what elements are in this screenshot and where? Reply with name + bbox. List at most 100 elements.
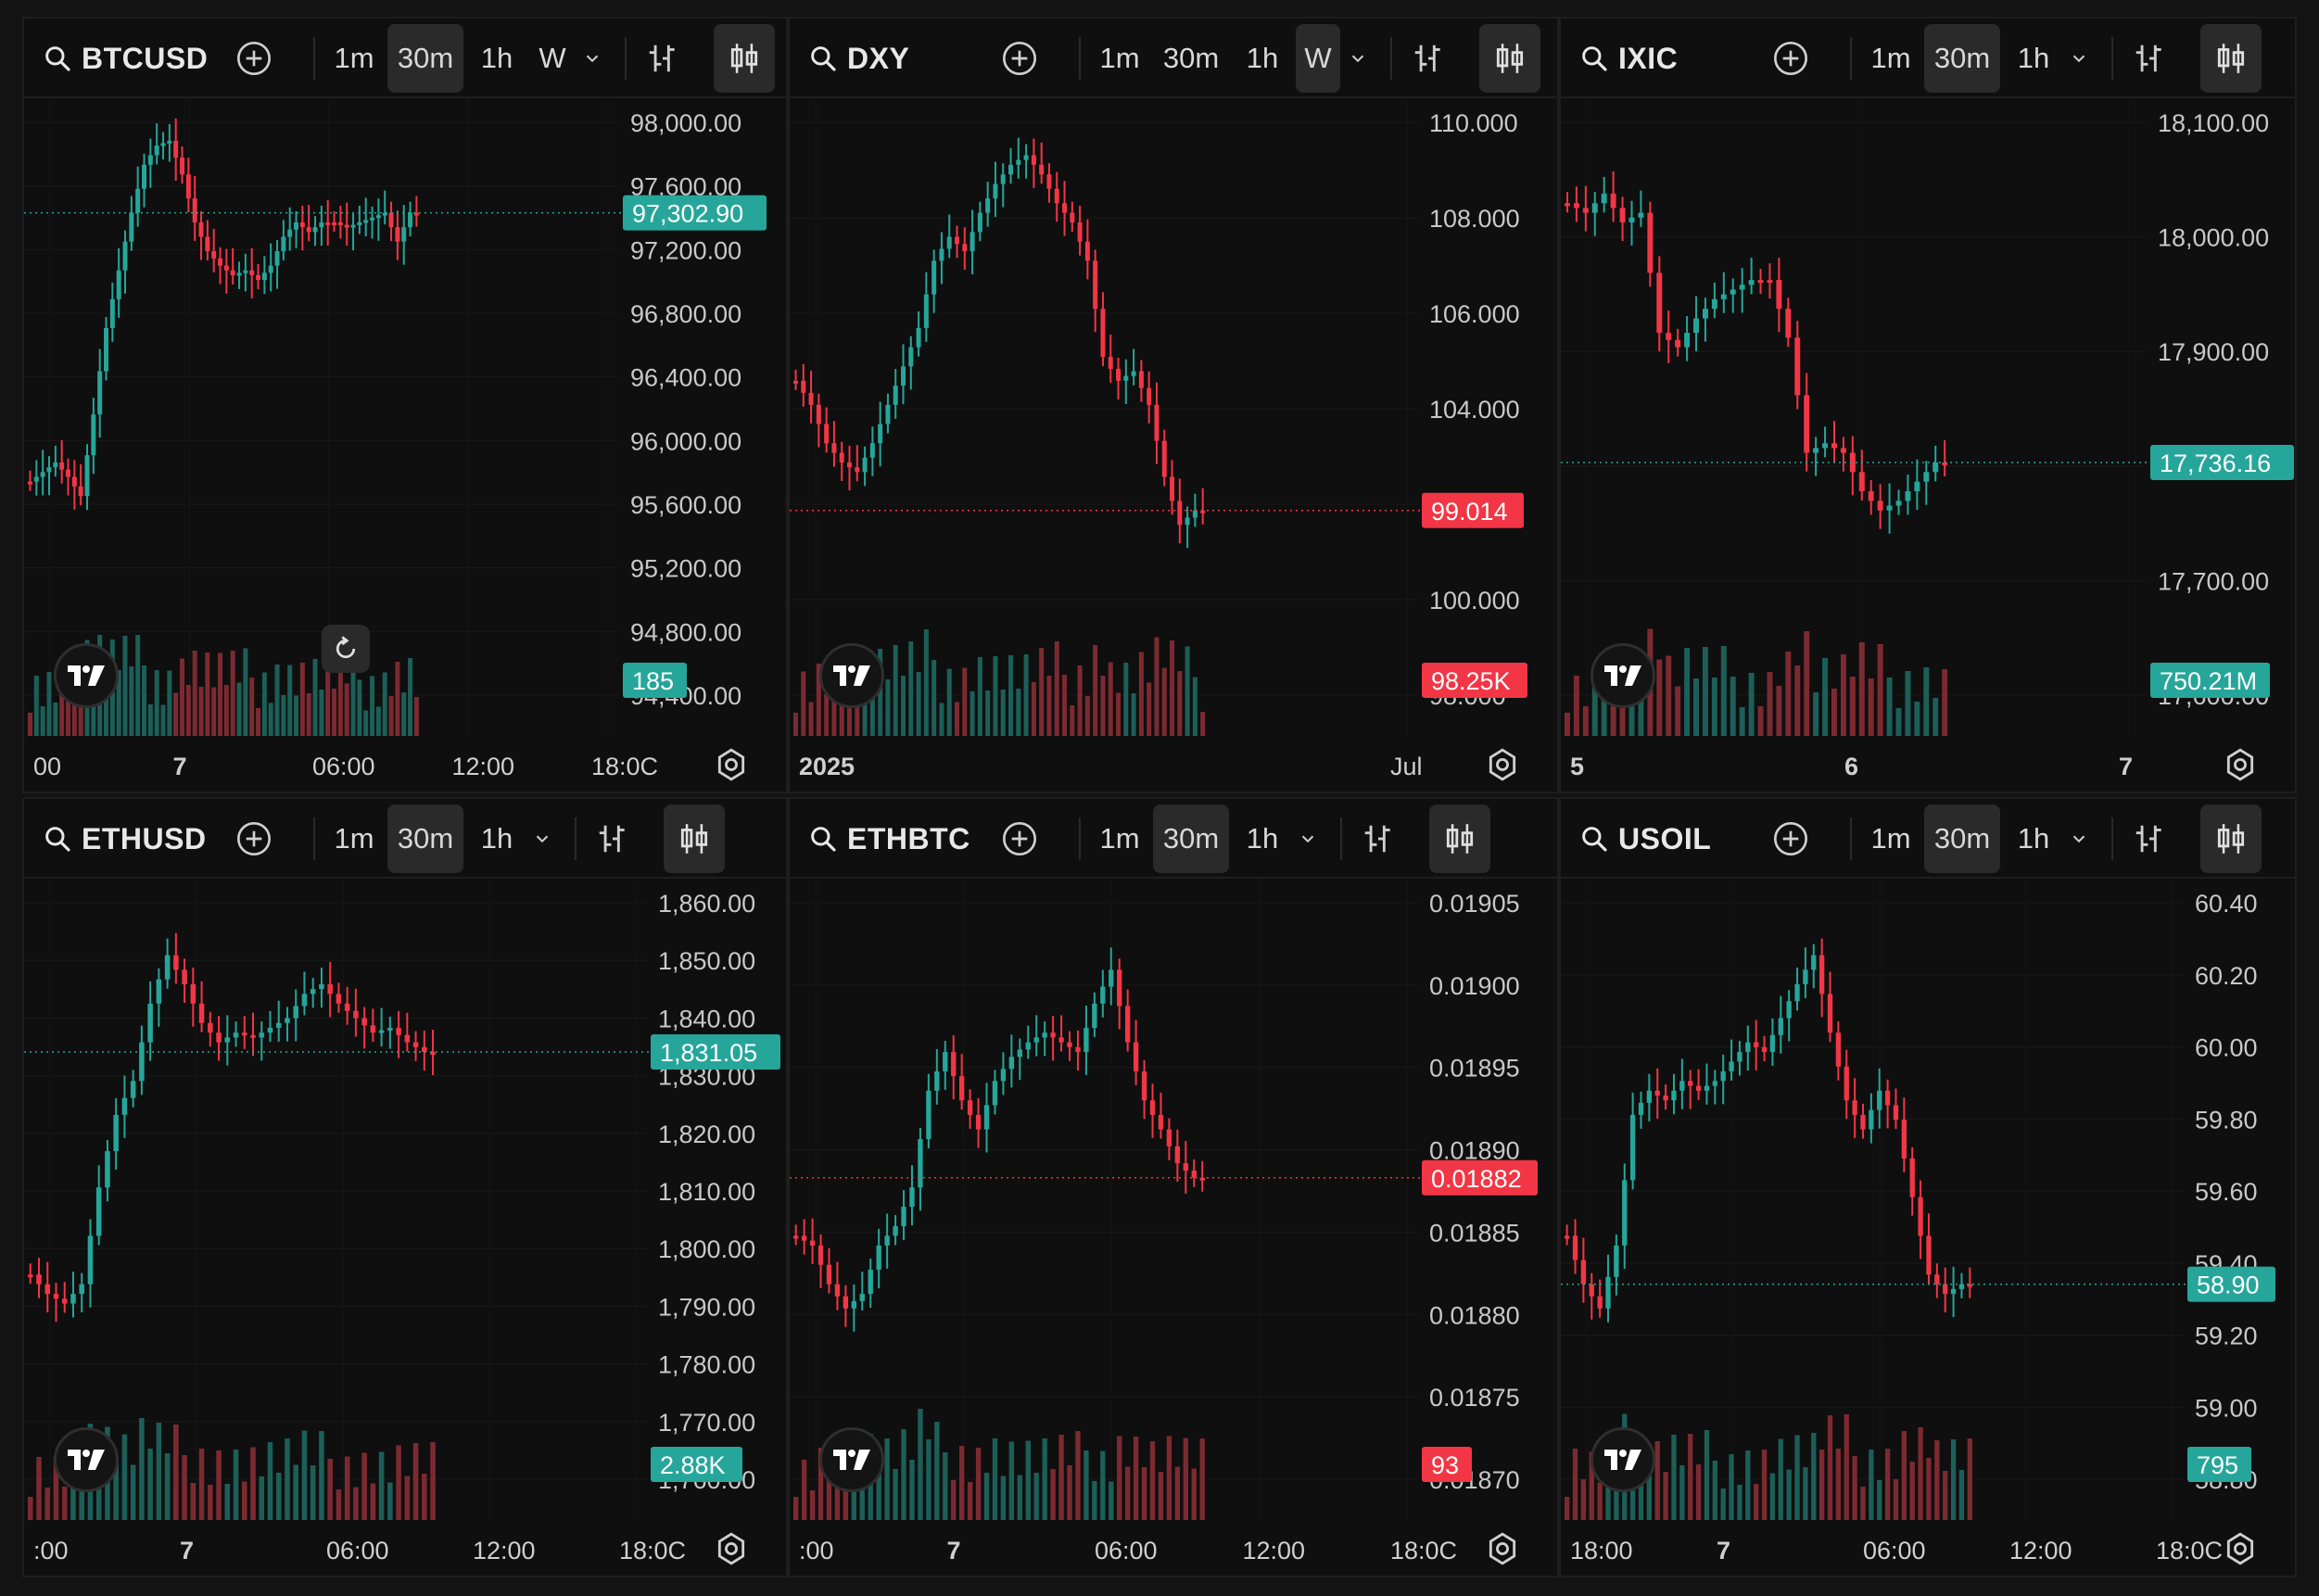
bar-style-icon[interactable]	[1411, 19, 1446, 98]
candle	[1656, 272, 1663, 334]
toolbar-divider	[1079, 817, 1081, 860]
timeframe-dropdown-chevron-icon[interactable]	[582, 19, 602, 98]
timeframe-1h-button[interactable]: 1h	[1246, 822, 1279, 855]
timeframe-w-button[interactable]: W	[1296, 24, 1340, 93]
volume-bar	[375, 706, 381, 736]
price-chart[interactable]: 110.000108.000106.000104.000102.000100.0…	[790, 98, 1557, 792]
timeframe-30m-button[interactable]: 30m	[1153, 804, 1229, 873]
candle	[1776, 280, 1782, 310]
timeframe-dropdown-chevron-icon[interactable]	[1298, 799, 1318, 879]
bar-style-icon[interactable]	[645, 19, 680, 98]
volume-bar	[1893, 1479, 1899, 1520]
compare-add-button[interactable]	[235, 799, 272, 879]
timeframe-1m-button[interactable]: 1m	[334, 42, 374, 74]
gear-icon[interactable]	[714, 747, 751, 784]
candles-chart-type-icon[interactable]	[664, 804, 725, 873]
candle	[1083, 1027, 1089, 1053]
volume-bar	[1666, 655, 1672, 736]
timeframe-1m-button[interactable]: 1m	[1099, 822, 1140, 855]
timeframe-1m-button[interactable]: 1m	[1870, 822, 1911, 855]
volume-badge	[623, 663, 687, 698]
candle	[1849, 452, 1856, 473]
tradingview-logo-icon[interactable]	[819, 1427, 884, 1492]
gear-icon[interactable]	[1485, 747, 1522, 784]
timeframe-30m-button[interactable]: 30m	[387, 804, 463, 873]
timeframe-30m-button[interactable]: 30m	[387, 24, 463, 93]
candle	[167, 140, 172, 144]
volume-bar	[801, 1460, 807, 1520]
candles-chart-type-icon[interactable]	[2200, 24, 2262, 93]
compare-add-button[interactable]	[1772, 799, 1809, 879]
volume-bar	[1942, 669, 1948, 736]
volume-bar	[939, 703, 944, 736]
volume-bar	[1154, 637, 1160, 736]
x-tick-label: 06:00	[1863, 1537, 1926, 1564]
compare-add-button[interactable]	[1772, 19, 1809, 98]
timeframe-dropdown-chevron-icon[interactable]	[532, 799, 552, 879]
price-chart[interactable]: 1,860.001,850.001,840.001,830.001,820.00…	[24, 879, 786, 1576]
gear-icon[interactable]	[1485, 1531, 1522, 1568]
timeframe-1h-button[interactable]: 1h	[2017, 42, 2050, 74]
volume-bar	[1704, 1430, 1710, 1520]
candles-chart-type-icon[interactable]	[1429, 804, 1490, 873]
bar-style-icon[interactable]	[2132, 799, 2167, 879]
price-chart[interactable]: 0.01905 0.01900 0.01895 0.01890 0.01885 0.018…	[790, 879, 1557, 1576]
price-chart[interactable]: 60.4060.2060.0059.8059.6059.4059.2059.00…	[1561, 879, 2295, 1576]
candle	[1147, 387, 1152, 405]
candle	[834, 1284, 841, 1297]
reset-chart-button[interactable]	[322, 625, 370, 673]
volume-bar	[293, 1464, 298, 1520]
volume-bar	[1794, 1435, 1800, 1520]
timeframe-30m-button[interactable]: 30m	[1924, 804, 2000, 873]
tradingview-logo-icon[interactable]	[1590, 643, 1655, 708]
tradingview-logo-icon[interactable]	[1590, 1427, 1655, 1492]
gear-icon[interactable]	[714, 1531, 751, 1568]
timeframe-w-button[interactable]: W	[539, 42, 566, 74]
candles-chart-type-icon[interactable]	[714, 24, 775, 93]
x-tick-label: 2025	[799, 753, 855, 780]
timeframe-1h-button[interactable]: 1h	[1246, 42, 1279, 74]
gear-icon[interactable]	[2223, 1531, 2260, 1568]
tradingview-logo-icon[interactable]	[54, 1427, 119, 1492]
timeframe-1h-button[interactable]: 1h	[2017, 822, 2050, 855]
volume-bar	[1663, 1472, 1668, 1520]
bar-style-icon[interactable]	[595, 799, 630, 879]
candle	[1042, 1032, 1047, 1038]
price-chart[interactable]: 98,000.0097,600.0097,200.0096,800.0096,4…	[24, 98, 786, 792]
volume-bar	[208, 1485, 213, 1520]
candles-chart-type-icon[interactable]	[2200, 804, 2262, 873]
candle	[868, 1269, 873, 1295]
compare-add-button[interactable]	[1001, 799, 1038, 879]
symbol-search-button[interactable]: ETHBTC	[808, 799, 970, 879]
timeframe-dropdown-chevron-icon[interactable]	[1348, 19, 1368, 98]
bar-style-icon[interactable]	[2132, 19, 2167, 98]
symbol-search-button[interactable]: IXIC	[1579, 19, 1678, 98]
bar-style-icon[interactable]	[1361, 799, 1396, 879]
compare-add-button[interactable]	[1001, 19, 1038, 98]
symbol-search-button[interactable]: USOIL	[1579, 799, 1711, 879]
timeframe-1m-button[interactable]: 1m	[334, 822, 374, 855]
symbol-search-button[interactable]: DXY	[808, 19, 909, 98]
volume-bar	[422, 1474, 427, 1520]
volume-bar	[408, 658, 413, 736]
tradingview-logo-icon[interactable]	[819, 643, 884, 708]
timeframe-30m-button[interactable]: 30m	[1924, 24, 2000, 93]
timeframe-1h-button[interactable]: 1h	[480, 42, 513, 74]
volume-bar	[1730, 677, 1736, 736]
candles-chart-type-icon[interactable]	[1479, 24, 1540, 93]
compare-add-button[interactable]	[235, 19, 272, 98]
candle	[1767, 280, 1773, 284]
price-chart[interactable]: 18,100.0018,000.0017,900.0017,800.0017,7…	[1561, 98, 2295, 792]
timeframe-1h-button[interactable]: 1h	[480, 822, 513, 855]
timeframe-dropdown-chevron-icon[interactable]	[2069, 799, 2089, 879]
timeframe-1m-button[interactable]: 1m	[1870, 42, 1911, 74]
gear-icon[interactable]	[2223, 747, 2260, 784]
candle	[53, 1294, 59, 1299]
y-tick-label: 1,860.00	[658, 890, 755, 918]
timeframe-1m-button[interactable]: 1m	[1099, 42, 1140, 74]
tradingview-logo-icon[interactable]	[54, 643, 119, 708]
symbol-search-button[interactable]: ETHUSD	[43, 799, 207, 879]
timeframe-30m-button[interactable]: 30m	[1162, 42, 1220, 74]
timeframe-dropdown-chevron-icon[interactable]	[2069, 19, 2089, 98]
symbol-search-button[interactable]: BTCUSD	[43, 19, 208, 98]
